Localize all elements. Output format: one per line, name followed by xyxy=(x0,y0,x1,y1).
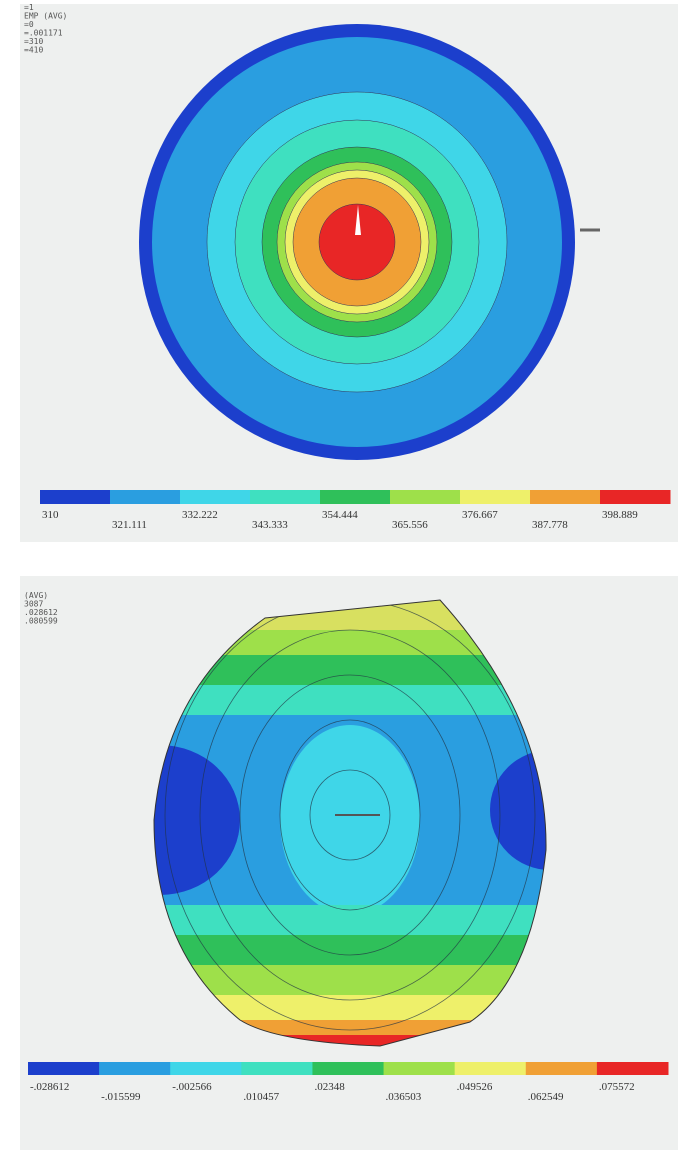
temperature-contour xyxy=(139,24,575,460)
legend-label: 321.111 xyxy=(112,519,147,531)
legend-label: .075572 xyxy=(599,1081,635,1093)
legend-label: 343.333 xyxy=(252,519,288,531)
header-text: =310 xyxy=(24,37,43,46)
legend-label: 332.222 xyxy=(182,509,218,521)
legend-label: .049526 xyxy=(457,1081,493,1093)
legend-label: 310 xyxy=(42,509,59,521)
legend-label: 376.667 xyxy=(462,509,498,521)
legend-swatch xyxy=(530,490,601,504)
legend-label: 354.444 xyxy=(322,509,358,521)
header-text: =1 xyxy=(24,3,34,12)
header-text: .028612 xyxy=(24,608,58,617)
header-text: (AVG) xyxy=(24,591,48,600)
header-text: =.001171 xyxy=(24,29,63,38)
legend-swatch xyxy=(110,490,181,504)
legend-label: 365.556 xyxy=(392,519,428,531)
legend-label: .010457 xyxy=(243,1091,279,1103)
triad xyxy=(355,205,361,235)
legend-swatch xyxy=(180,490,251,504)
legend-label: -.028612 xyxy=(30,1081,69,1093)
legend-swatch xyxy=(454,1062,527,1075)
legend-swatch xyxy=(600,490,671,504)
legend-swatch xyxy=(241,1062,313,1075)
legend-swatch xyxy=(320,490,391,504)
legend-swatch xyxy=(460,490,531,504)
legend-swatch xyxy=(40,490,111,504)
legend-label: -.002566 xyxy=(172,1081,212,1093)
legend-swatch xyxy=(312,1062,385,1075)
header-text: EMP (AVG) xyxy=(24,12,67,21)
legend-swatch xyxy=(250,490,321,504)
legend-swatch xyxy=(383,1062,456,1075)
legend-swatch xyxy=(170,1062,242,1075)
legend-label: .02348 xyxy=(314,1081,345,1093)
header-text: .080599 xyxy=(24,617,58,626)
legend-label: 387.778 xyxy=(532,519,568,531)
legend-swatch xyxy=(99,1062,171,1075)
legend-label: .062549 xyxy=(528,1091,564,1103)
legend-label: 398.889 xyxy=(602,509,638,521)
legend-swatch xyxy=(596,1062,669,1075)
legend-label: -.015599 xyxy=(101,1091,141,1103)
contour-band xyxy=(318,203,396,281)
header-text: =0 xyxy=(24,20,34,29)
outline xyxy=(153,599,547,1047)
legend-swatch xyxy=(525,1062,598,1075)
header-text: =410 xyxy=(24,46,43,55)
legend-label: .036503 xyxy=(386,1091,422,1103)
legend-swatch xyxy=(28,1062,100,1075)
header-text: 3087 xyxy=(24,600,43,609)
legend-swatch xyxy=(390,490,461,504)
